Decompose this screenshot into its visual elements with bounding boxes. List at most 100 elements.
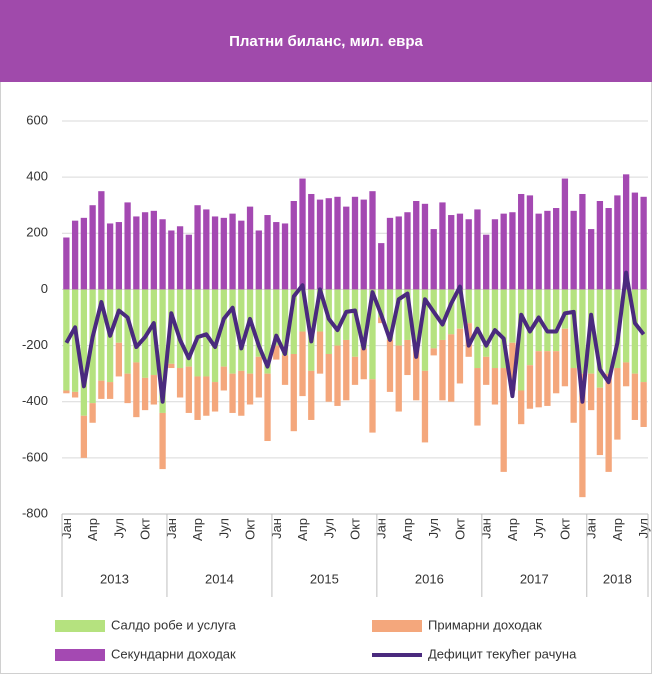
bar — [351, 356, 359, 385]
bar — [588, 373, 595, 411]
chart-title: Платни биланс, мил. евра — [229, 33, 423, 50]
bar — [220, 289, 227, 367]
bar — [386, 217, 394, 290]
bar — [421, 203, 429, 290]
bar — [325, 198, 332, 290]
bar — [448, 334, 455, 402]
line — [64, 270, 646, 404]
bar — [115, 342, 122, 377]
bar — [176, 226, 184, 290]
y-tick-label: 400 — [26, 169, 48, 184]
bar — [614, 368, 621, 440]
bar — [614, 195, 621, 290]
bar — [631, 289, 639, 374]
bar — [509, 289, 516, 343]
bar — [115, 222, 122, 290]
bar — [238, 220, 245, 290]
x-tick-label: Апр — [85, 518, 100, 541]
bar — [605, 373, 612, 472]
bar — [413, 345, 420, 401]
bar — [255, 230, 262, 290]
bar — [63, 237, 70, 290]
x-tick-label: Окт — [138, 518, 153, 540]
bar — [220, 217, 227, 290]
bar — [570, 210, 577, 290]
bar — [194, 289, 201, 377]
bar — [596, 289, 604, 388]
bar — [229, 289, 236, 374]
bar — [500, 213, 507, 290]
bar — [456, 213, 464, 290]
y-tick-label: 200 — [26, 225, 48, 240]
x-tick-label: Апр — [190, 518, 205, 541]
bar — [596, 387, 604, 456]
bar — [273, 289, 280, 346]
bar — [290, 289, 297, 354]
x-tick-label: Окт — [557, 518, 572, 540]
bar — [71, 220, 79, 290]
bar — [211, 216, 219, 290]
bar — [369, 289, 376, 380]
bar — [80, 415, 88, 458]
bar — [255, 289, 262, 357]
bar — [246, 373, 254, 405]
bar — [290, 353, 297, 432]
bar — [395, 289, 402, 346]
x-tick-label: Јул — [321, 518, 336, 538]
bar — [544, 351, 551, 406]
legend-label: Секундарни доходак — [111, 646, 236, 661]
bar — [605, 208, 612, 290]
bar — [343, 339, 350, 401]
bar — [430, 348, 437, 356]
year-label: 2014 — [205, 571, 234, 586]
bar — [518, 390, 525, 425]
bar — [360, 199, 367, 290]
bar — [316, 199, 324, 290]
bar — [500, 368, 507, 472]
bar — [176, 368, 184, 398]
bar — [491, 368, 499, 405]
bar — [106, 223, 114, 290]
bar — [194, 205, 201, 290]
bar — [325, 353, 332, 402]
x-tick-label: Јул — [111, 518, 126, 538]
bar — [159, 412, 166, 470]
bar — [535, 351, 542, 408]
x-tick-label: Јан — [584, 518, 599, 539]
bar — [640, 382, 647, 427]
x-tick-label: Јан — [374, 518, 389, 539]
bar — [168, 230, 175, 290]
bar — [124, 289, 131, 374]
bar — [194, 376, 201, 420]
legend-swatch — [55, 620, 105, 632]
bar — [299, 178, 306, 290]
bar — [526, 195, 534, 290]
bar — [159, 219, 166, 290]
bar — [63, 390, 70, 394]
bar — [509, 342, 516, 391]
bar — [168, 363, 175, 369]
bar — [605, 289, 612, 374]
bar — [640, 289, 647, 383]
year-label: 2018 — [603, 571, 632, 586]
bar — [378, 243, 385, 290]
year-label: 2013 — [100, 571, 129, 586]
bar — [596, 201, 604, 290]
bar — [238, 289, 245, 371]
bar — [343, 206, 350, 290]
bar — [124, 373, 131, 404]
bar — [351, 289, 359, 357]
bar — [421, 370, 429, 443]
bar — [80, 217, 88, 290]
bar — [553, 208, 560, 290]
title-bar — [0, 0, 652, 82]
bar — [185, 234, 192, 290]
y-tick-label: 600 — [26, 112, 48, 127]
bar — [369, 191, 376, 290]
bar — [622, 174, 630, 290]
bar — [544, 210, 551, 290]
x-tick-label: Окт — [243, 518, 258, 540]
bar — [404, 289, 411, 340]
bar — [561, 289, 569, 329]
